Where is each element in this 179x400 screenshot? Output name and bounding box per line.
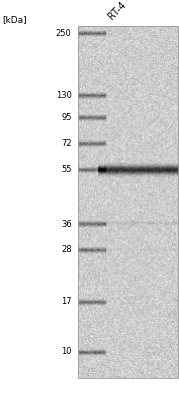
Text: 72: 72	[61, 140, 72, 148]
Text: 95: 95	[61, 114, 72, 122]
Bar	[78, 26, 178, 378]
Text: 130: 130	[56, 92, 72, 100]
Text: 55: 55	[61, 166, 72, 174]
Text: RT-4: RT-4	[106, 0, 128, 21]
Text: [kDa]: [kDa]	[2, 15, 26, 24]
Text: 36: 36	[61, 220, 72, 228]
Text: 28: 28	[61, 246, 72, 254]
Text: 250: 250	[56, 30, 72, 38]
Text: 10: 10	[61, 348, 72, 356]
Text: 17: 17	[61, 298, 72, 306]
